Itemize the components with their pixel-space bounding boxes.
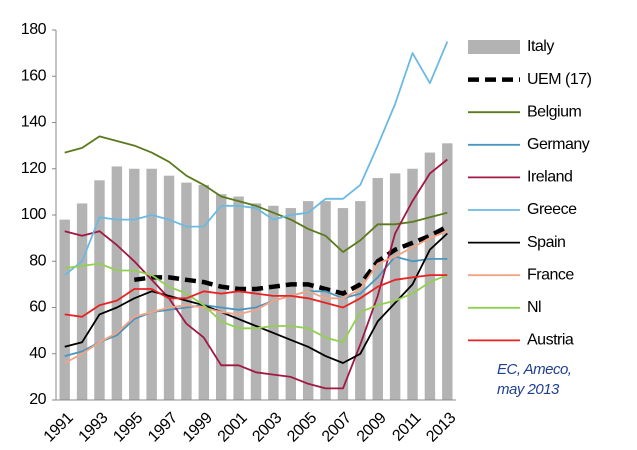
x-tick-label: 2007 — [319, 409, 355, 445]
y-tick-label: 80 — [29, 252, 46, 269]
bar — [146, 168, 157, 400]
bar — [233, 196, 244, 400]
x-tick-label: 2001 — [215, 409, 251, 445]
line — [64, 135, 448, 253]
legend-label: Ireland — [527, 169, 572, 186]
y-tick-label: 20 — [29, 391, 46, 408]
bar — [129, 168, 140, 400]
x-tick-label: 2013 — [423, 409, 459, 445]
bar — [320, 201, 331, 400]
y-tick-label: 180 — [21, 21, 47, 38]
annotation: EC, Ameco, — [497, 361, 571, 378]
bar — [285, 208, 296, 400]
bar — [111, 166, 123, 400]
bar — [424, 152, 436, 400]
legend-label: Greece — [527, 201, 577, 218]
x-tick-label: 1999 — [180, 409, 216, 445]
bar — [216, 194, 227, 400]
bar — [337, 208, 349, 400]
bar — [372, 178, 383, 400]
legend-swatch — [468, 40, 520, 54]
x-tick-label: 2009 — [354, 409, 390, 445]
bar — [198, 184, 210, 400]
line — [64, 41, 449, 276]
bar — [355, 201, 366, 400]
x-tick-label: 2003 — [249, 409, 285, 445]
legend-label: Italy — [527, 38, 554, 55]
y-tick-label: 160 — [21, 67, 47, 84]
legend-label: Belgium — [527, 103, 581, 120]
x-tick-label: 1991 — [41, 409, 77, 445]
bar — [442, 143, 453, 400]
bar — [59, 219, 70, 400]
x-tick-label: 1997 — [145, 409, 181, 445]
bar — [76, 203, 88, 400]
line — [64, 158, 448, 390]
legend-label: Austria — [527, 332, 574, 349]
bar — [268, 205, 279, 400]
line — [64, 230, 448, 364]
bar — [163, 175, 175, 400]
line — [64, 262, 448, 344]
legend-label: Germany — [527, 136, 590, 153]
legend-label: Nl — [527, 299, 541, 316]
legend-label: UEM (17) — [527, 71, 592, 88]
y-tick-label: 120 — [21, 160, 47, 177]
line — [133, 224, 449, 296]
x-tick-label: 1995 — [110, 409, 146, 445]
line — [64, 232, 448, 364]
legend-label: France — [527, 266, 574, 283]
y-tick-label: 40 — [29, 345, 46, 362]
bar — [250, 203, 262, 400]
bar — [181, 182, 192, 400]
legend-label: Spain — [527, 234, 565, 251]
annotation: may 2013 — [497, 381, 560, 398]
x-tick-label: 2005 — [284, 409, 320, 445]
bar — [94, 180, 105, 400]
x-tick-label: 2011 — [389, 409, 424, 444]
x-tick-label: 1993 — [76, 409, 112, 445]
bar — [302, 201, 314, 400]
bar — [389, 173, 401, 400]
line — [64, 274, 448, 318]
y-tick-label: 60 — [29, 299, 46, 316]
y-tick-label: 100 — [21, 206, 47, 223]
line — [64, 255, 448, 357]
y-tick-label: 140 — [21, 114, 47, 131]
